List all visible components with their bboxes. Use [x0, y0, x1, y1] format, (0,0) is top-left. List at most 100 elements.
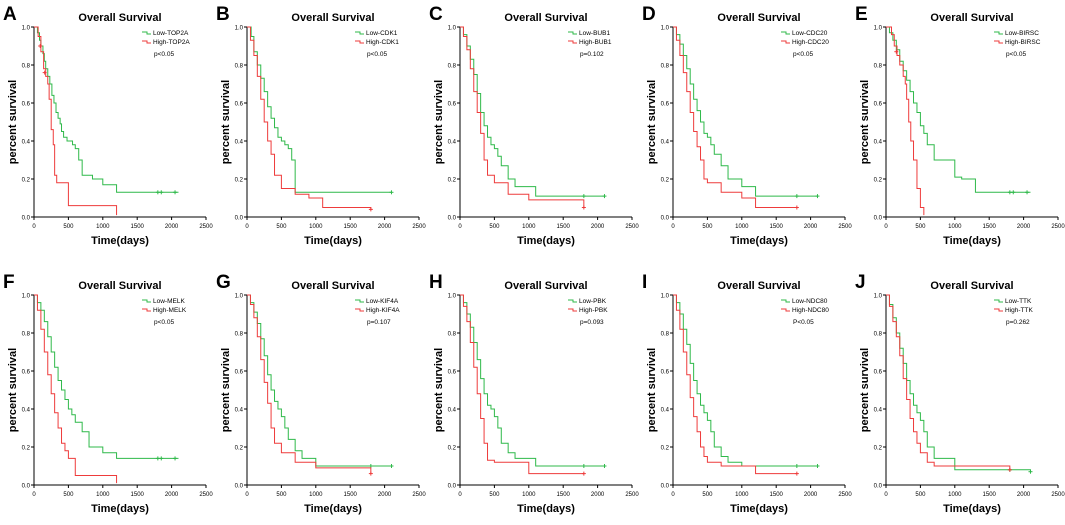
x-tick-label: 1000 [735, 492, 749, 498]
y-tick-label: 0.2 [22, 446, 31, 452]
x-tick-label: 1500 [983, 492, 997, 498]
panel-letter: I [642, 272, 647, 293]
chart-title: Overall Survival [291, 280, 374, 292]
x-tick-label: 0 [884, 224, 888, 230]
p-value: p<0.05 [793, 51, 813, 58]
series-line-high [34, 294, 118, 484]
y-tick-label: 0.2 [661, 446, 670, 452]
y-tick-label: 0.8 [448, 64, 457, 70]
panel-letter: G [216, 272, 231, 293]
series-line-high [460, 26, 585, 208]
x-tick-label: 1500 [344, 492, 358, 498]
y-tick-label: 0.4 [235, 140, 244, 146]
legend-label: Low-NDC80 [792, 298, 828, 305]
legend-swatch-high [355, 308, 364, 312]
legend-label: Low-CDC20 [792, 30, 828, 37]
x-tick-label: 0 [245, 224, 249, 230]
x-tick-label: 0 [458, 492, 462, 498]
y-tick-label: 0.6 [235, 370, 244, 376]
x-tick-label: 0 [671, 492, 675, 498]
legend-swatch-low [994, 299, 1003, 303]
x-axis-label: Time(days) [517, 503, 575, 515]
y-tick-label: 0.6 [661, 370, 670, 376]
y-axis-label: percent survival [220, 80, 232, 164]
x-tick-label: 2000 [165, 224, 179, 230]
x-axis-label: Time(days) [304, 235, 362, 247]
x-tick-label: 1500 [983, 224, 997, 230]
x-tick-label: 2000 [591, 224, 605, 230]
series-line-low [886, 294, 1031, 472]
panel-letter: H [429, 272, 443, 293]
legend-label: High-BIRSC [1005, 39, 1041, 46]
legend-swatch-low [355, 299, 364, 303]
y-tick-label: 0.0 [661, 216, 670, 222]
x-tick-label: 0 [458, 224, 462, 230]
x-tick-label: 1500 [770, 224, 784, 230]
y-tick-label: 0.2 [22, 178, 31, 184]
y-tick-label: 0.6 [448, 370, 457, 376]
series-line-low [673, 26, 818, 197]
y-axis-label: percent survival [7, 80, 19, 164]
series-line-low [247, 294, 392, 467]
x-tick-label: 500 [915, 224, 926, 230]
x-tick-label: 500 [63, 224, 74, 230]
panel-b: B Overall Survival 0.0 0.2 0.4 0.6 0.8 1.0 0 500 1… [216, 4, 426, 247]
y-tick-label: 0.8 [235, 64, 244, 70]
y-tick-label: 0.6 [874, 370, 883, 376]
series-line-high [460, 294, 584, 475]
chart-title: Overall Survival [504, 280, 587, 292]
y-tick-label: 0.8 [661, 332, 670, 338]
x-tick-label: 1000 [96, 492, 110, 498]
series-line-low [886, 26, 1031, 193]
panel-i: I Overall Survival 0.0 0.2 0.4 0.6 0.8 1.0 0 500 1… [642, 272, 852, 515]
chart-title: Overall Survival [930, 12, 1013, 24]
y-tick-label: 0.4 [448, 140, 457, 146]
y-tick-label: 0.0 [874, 484, 883, 490]
y-tick-label: 1.0 [22, 294, 31, 300]
panel-c: C Overall Survival 0.0 0.2 0.4 0.6 0.8 1.0 0 500 1… [429, 4, 639, 247]
y-tick-label: 0.2 [235, 446, 244, 452]
chart-title: Overall Survival [717, 12, 800, 24]
y-tick-label: 0.0 [874, 216, 883, 222]
panel-f: F Overall Survival 0.0 0.2 0.4 0.6 0.8 1.0 0 500 1… [3, 272, 213, 515]
x-tick-label: 1000 [309, 224, 323, 230]
x-tick-label: 500 [702, 492, 713, 498]
legend-label: High-BUB1 [579, 39, 612, 46]
y-axis-label: percent survival [433, 348, 445, 432]
legend-swatch-high [355, 40, 364, 44]
legend-swatch-high [994, 308, 1003, 312]
y-tick-label: 0.2 [874, 178, 883, 184]
x-tick-label: 2500 [625, 224, 639, 230]
panel-letter: A [3, 4, 17, 25]
x-axis-label: Time(days) [943, 235, 1001, 247]
legend-swatch-low [142, 31, 151, 35]
y-tick-label: 0.0 [235, 216, 244, 222]
y-tick-label: 1.0 [235, 26, 244, 32]
series-line-low [34, 26, 179, 193]
x-tick-label: 2000 [1017, 492, 1031, 498]
x-tick-label: 500 [489, 224, 500, 230]
x-tick-label: 1000 [96, 224, 110, 230]
y-axis-label: percent survival [646, 348, 658, 432]
y-tick-label: 0.8 [22, 332, 31, 338]
y-tick-label: 0.2 [448, 446, 457, 452]
panel-h: H Overall Survival 0.0 0.2 0.4 0.6 0.8 1.0 0 500 1… [429, 272, 639, 515]
y-axis-label: percent survival [220, 348, 232, 432]
y-tick-label: 0.6 [235, 102, 244, 108]
x-axis-label: Time(days) [91, 503, 149, 515]
p-value: p=0.107 [367, 319, 391, 326]
x-tick-label: 1000 [735, 224, 749, 230]
y-tick-label: 0.8 [235, 332, 244, 338]
legend-swatch-high [781, 308, 790, 312]
legend-label: Low-PBK [579, 298, 607, 305]
y-axis-label: percent survival [859, 80, 871, 164]
legend-swatch-high [142, 40, 151, 44]
x-tick-label: 1000 [309, 492, 323, 498]
legend-swatch-low [142, 299, 151, 303]
x-tick-label: 2500 [412, 492, 426, 498]
y-tick-label: 1.0 [661, 294, 670, 300]
y-tick-label: 1.0 [22, 26, 31, 32]
x-tick-label: 1500 [557, 224, 571, 230]
legend-swatch-low [781, 31, 790, 35]
y-axis-label: percent survival [433, 80, 445, 164]
